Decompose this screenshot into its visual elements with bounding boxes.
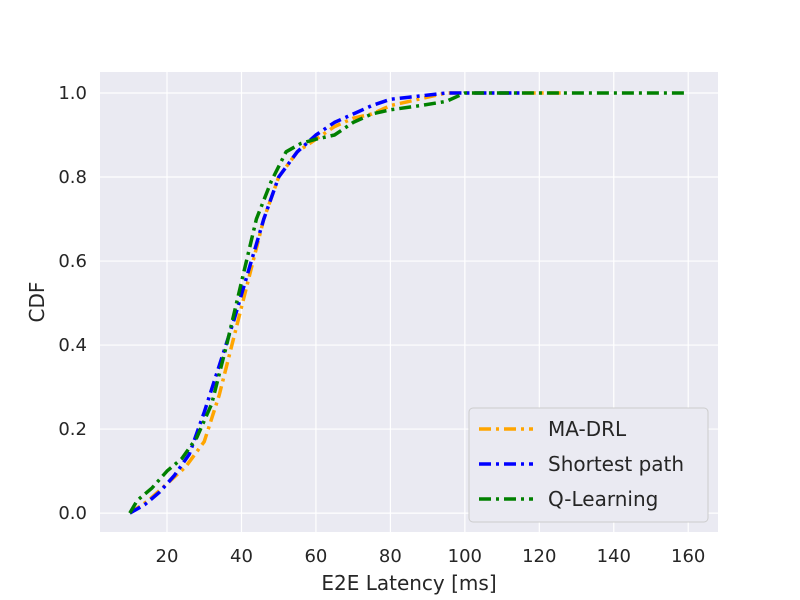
legend-box (468, 407, 709, 523)
x-tick-label: 20 (156, 546, 179, 567)
x-tick-label: 120 (522, 546, 556, 567)
y-tick-label: 0.6 (58, 251, 87, 272)
y-axis-label: CDF (25, 282, 49, 323)
series-lines (128, 91, 689, 515)
x-tick-label: 100 (448, 546, 482, 567)
y-tick-labels: 0.0 0.2 0.4 0.6 0.8 1.0 (58, 83, 87, 524)
y-tick-label: 0.4 (58, 335, 87, 356)
series-line-shortest-path (128, 91, 521, 515)
series-line-ma-drl (128, 91, 566, 515)
x-axis-label: E2E Latency [ms] (321, 571, 496, 595)
legend-label: MA-DRL (548, 417, 627, 441)
x-tick-labels: 20 40 60 80 100 120 140 160 (156, 546, 706, 567)
series-line-q-learning (128, 91, 689, 514)
x-tick-label: 80 (379, 546, 402, 567)
y-tick-label: 0.8 (58, 167, 87, 188)
y-tick-label: 0.2 (58, 419, 87, 440)
legend-label: Q-Learning (548, 487, 658, 511)
x-tick-label: 60 (304, 546, 327, 567)
x-tick-label: 140 (597, 546, 631, 567)
legend: MA-DRL Shortest path Q-Learning (468, 407, 709, 523)
legend-label: Shortest path (548, 452, 684, 476)
x-tick-label: 40 (230, 546, 253, 567)
y-tick-label: 1.0 (58, 83, 87, 104)
x-tick-label: 160 (671, 546, 705, 567)
y-tick-label: 0.0 (58, 503, 87, 524)
